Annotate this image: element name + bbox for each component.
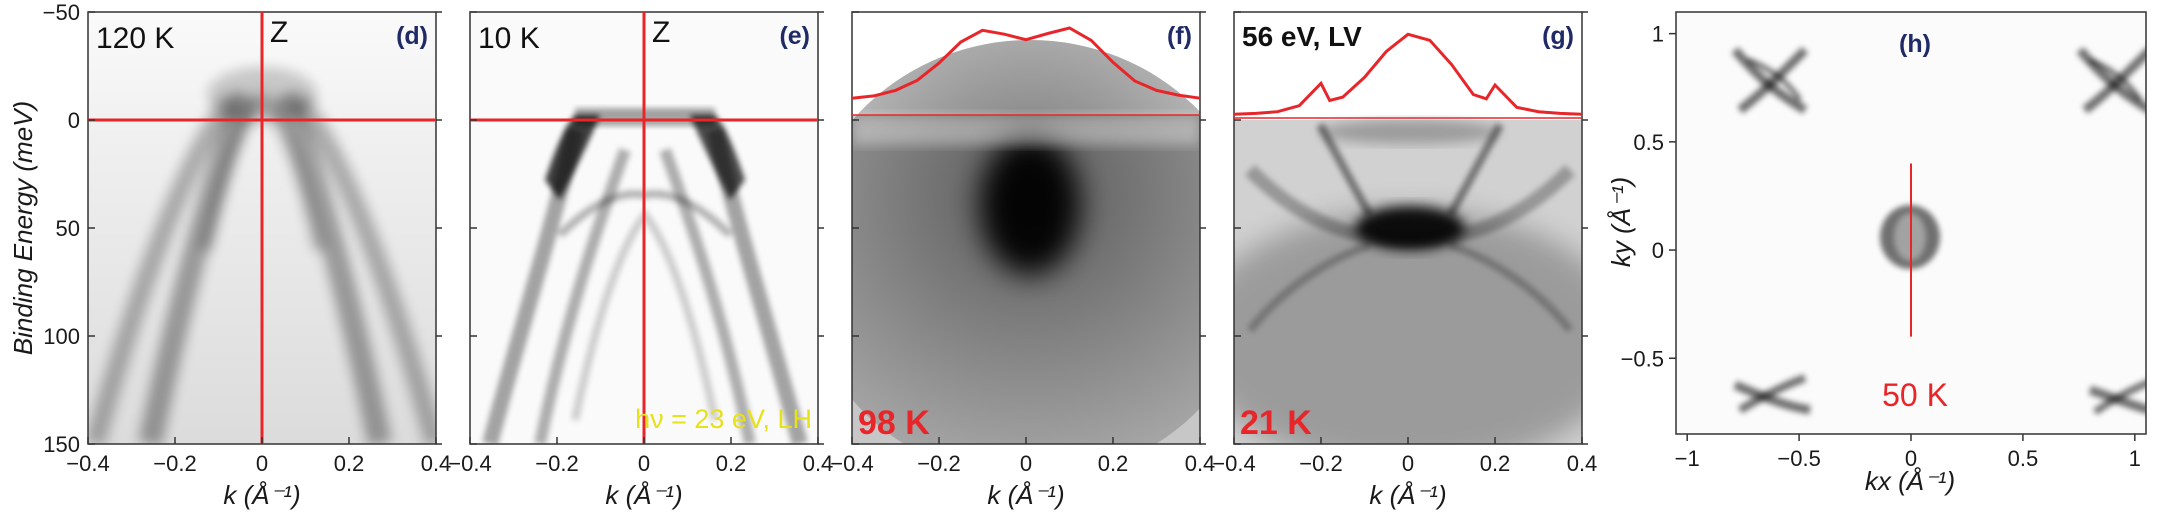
x-axis-label-g: k (Å⁻¹) (1369, 480, 1446, 510)
x-axis-label-d: k (Å⁻¹) (223, 480, 300, 510)
map-y-tick-label: −0.5 (1621, 346, 1664, 371)
y-tick-label: −50 (43, 0, 80, 25)
x-tick-label-d: 0.4 (421, 451, 452, 476)
photon-label-g: 56 eV, LV (1242, 21, 1362, 52)
mdc-curve-f (851, 26, 1201, 100)
x-tick-label-g: −0.4 (1212, 451, 1255, 476)
point-label-d: Z (270, 16, 288, 49)
panel-f: (f) 98 K (851, 11, 1201, 445)
panel-label-h: (h) (1899, 30, 1931, 58)
temp-label-h: 50 K (1882, 377, 1948, 413)
x-tick-label-d: 0 (256, 451, 268, 476)
point-label-e: Z (652, 16, 670, 49)
temp-label-e: 10 K (478, 22, 540, 55)
x-tick-label-e: −0.4 (448, 451, 491, 476)
panel-label-d: (d) (396, 22, 428, 50)
panel-h: (h) 50 K −1 −0.5 0 0.5 1 1 0.5 0 −0.5 kx (Å⁻¹) k… (1606, 11, 2147, 496)
x-tick-label-e: 0 (638, 451, 650, 476)
x-axis-label-e: k (Å⁻¹) (605, 480, 682, 510)
panel-d: 120 K Z (d) (87, 11, 437, 445)
panel-g: 56 eV, LV (g) 21 K (1233, 11, 1583, 445)
map-x-tick-label: −1 (1675, 446, 1700, 471)
x-tick-label-g: 0.4 (1567, 451, 1598, 476)
x-tick-label-f: −0.4 (830, 451, 873, 476)
x-tick-label-f: −0.2 (917, 451, 960, 476)
map-axes: −1 −0.5 0 0.5 1 1 0.5 0 −0.5 (1621, 22, 2141, 471)
x-tick-label-e: −0.2 (535, 451, 578, 476)
panel-label-e: (e) (779, 22, 810, 50)
mdc-curve-g (1233, 32, 1583, 116)
x-tick-label-d: −0.2 (153, 451, 196, 476)
map-y-tick-label: 0 (1652, 238, 1664, 263)
x-tick-label-g: 0 (1402, 451, 1414, 476)
photon-label-e: hν = 23 eV, LH (635, 404, 812, 434)
x-tick-label-g: −0.2 (1299, 451, 1342, 476)
map-y-label: ky (Å⁻¹) (1606, 177, 1636, 267)
map-x-tick-label: 1 (2129, 446, 2141, 471)
x-tick-label-f: 0.4 (1185, 451, 1216, 476)
x-tick-label-f: 0.2 (1098, 451, 1129, 476)
temp-label-g: 21 K (1240, 404, 1312, 442)
map-y-tick-label: 1 (1652, 22, 1664, 47)
map-x-tick-label: −0.5 (1777, 446, 1820, 471)
y-tick-label: 100 (43, 324, 80, 349)
x-tick-label-g: 0.2 (1480, 451, 1511, 476)
x-tick-label-d: −0.4 (66, 451, 109, 476)
map-y-tick-label: 0.5 (1633, 130, 1664, 155)
y-tick-label: 150 (43, 432, 80, 457)
x-tick-label-d: 0.2 (334, 451, 365, 476)
map-x-tick-label: 0.5 (2008, 446, 2039, 471)
map-x-tick-label: 0 (1905, 446, 1917, 471)
y-axis-label: Binding Energy (meV) (8, 101, 38, 355)
x-tick-label-e: 0.2 (716, 451, 747, 476)
fermi-map-h (1676, 12, 2146, 434)
y-tick-label: 50 (56, 216, 80, 241)
map-x-label: kx (Å⁻¹) (1865, 466, 1955, 496)
panel-e: 10 K Z (e) hν = 23 eV, LH (469, 11, 819, 445)
x-tick-label-e: 0.4 (803, 451, 834, 476)
arpes-axes: −0.4 −0.2 0 0.2 0.4 −50 0 50 100 150 k (Å⁻¹) −0.4 −0… (43, 0, 1598, 510)
temp-label-f: 98 K (858, 404, 930, 442)
x-axis-label-f: k (Å⁻¹) (987, 480, 1064, 510)
arpes-image-g (1234, 12, 1582, 444)
panel-label-g: (g) (1542, 22, 1574, 50)
x-tick-label-f: 0 (1020, 451, 1032, 476)
y-tick-label: 0 (68, 108, 80, 133)
panel-label-f: (f) (1167, 22, 1192, 50)
temp-label-d: 120 K (96, 22, 174, 55)
